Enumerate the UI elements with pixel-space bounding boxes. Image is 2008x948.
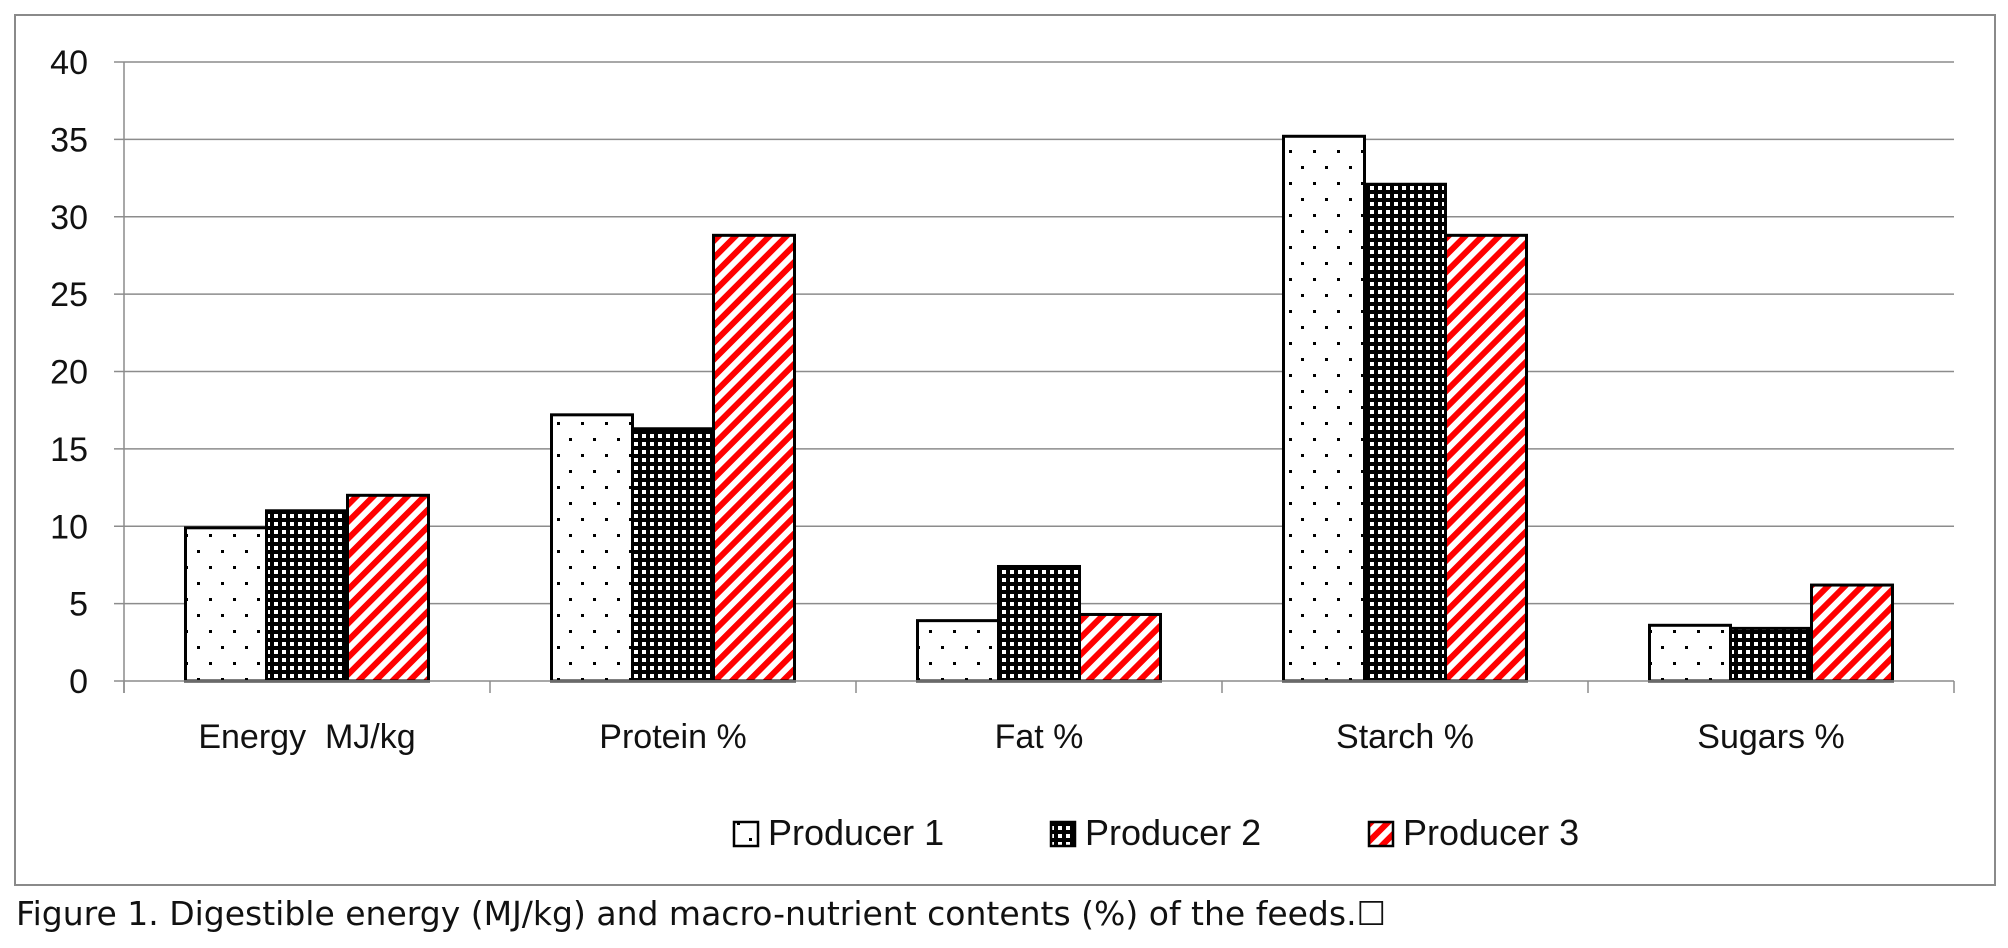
y-tick-label: 15 <box>50 431 88 469</box>
bar-producer-3 <box>1444 233 1528 683</box>
figure-caption: Figure 1. Digestible energy (MJ/kg) and … <box>16 894 1387 933</box>
x-category-label: Protein % <box>599 718 746 756</box>
legend-swatch <box>732 820 760 848</box>
bar-producer-2 <box>1729 626 1813 683</box>
bar-producer-3 <box>346 493 430 683</box>
chart-frame <box>14 14 1996 886</box>
x-category-label: Sugars % <box>1697 718 1844 756</box>
bar-producer-3 <box>1810 583 1894 683</box>
bar-producer-1 <box>184 526 268 683</box>
bar-producer-1 <box>1282 134 1366 683</box>
bar-producer-2 <box>997 564 1081 683</box>
y-tick-label: 0 <box>69 663 88 701</box>
y-tick-label: 30 <box>50 199 88 237</box>
x-category-label: Energy MJ/kg <box>198 718 415 756</box>
bar-producer-1 <box>916 619 1000 683</box>
y-tick-label: 25 <box>50 276 88 314</box>
legend-label: Producer 1 <box>768 812 944 853</box>
bar-producer-2 <box>265 509 349 683</box>
legend: Producer 1 Producer 2 Producer 3 <box>732 812 1579 853</box>
bar-producer-3 <box>1078 612 1162 683</box>
x-category-label: Starch % <box>1336 718 1474 756</box>
y-tick-label: 10 <box>50 508 88 546</box>
y-tick-label: 40 <box>50 44 88 82</box>
legend-swatch <box>1367 820 1395 848</box>
bars <box>184 134 1894 683</box>
legend-label: Producer 2 <box>1085 812 1261 853</box>
bar-producer-3 <box>712 233 796 683</box>
legend-swatch <box>1049 820 1077 848</box>
y-tick-label: 5 <box>69 586 88 624</box>
legend-label: Producer 3 <box>1403 812 1579 853</box>
axes: 0 5 10 15 20 25 30 35 40 Energy MJ/kg Protein % Fat… <box>50 44 1955 756</box>
bar-producer-1 <box>1648 623 1732 683</box>
bar-producer-2 <box>631 427 715 683</box>
bar-producer-1 <box>550 413 634 683</box>
y-tick-label: 35 <box>50 121 88 159</box>
y-tick-label: 20 <box>50 354 88 392</box>
bar-producer-2 <box>1363 182 1447 683</box>
x-category-label: Fat % <box>995 718 1084 756</box>
bar-chart: 0 5 10 15 20 25 30 35 40 Energy MJ/kg Protein % Fat… <box>50 44 1955 853</box>
